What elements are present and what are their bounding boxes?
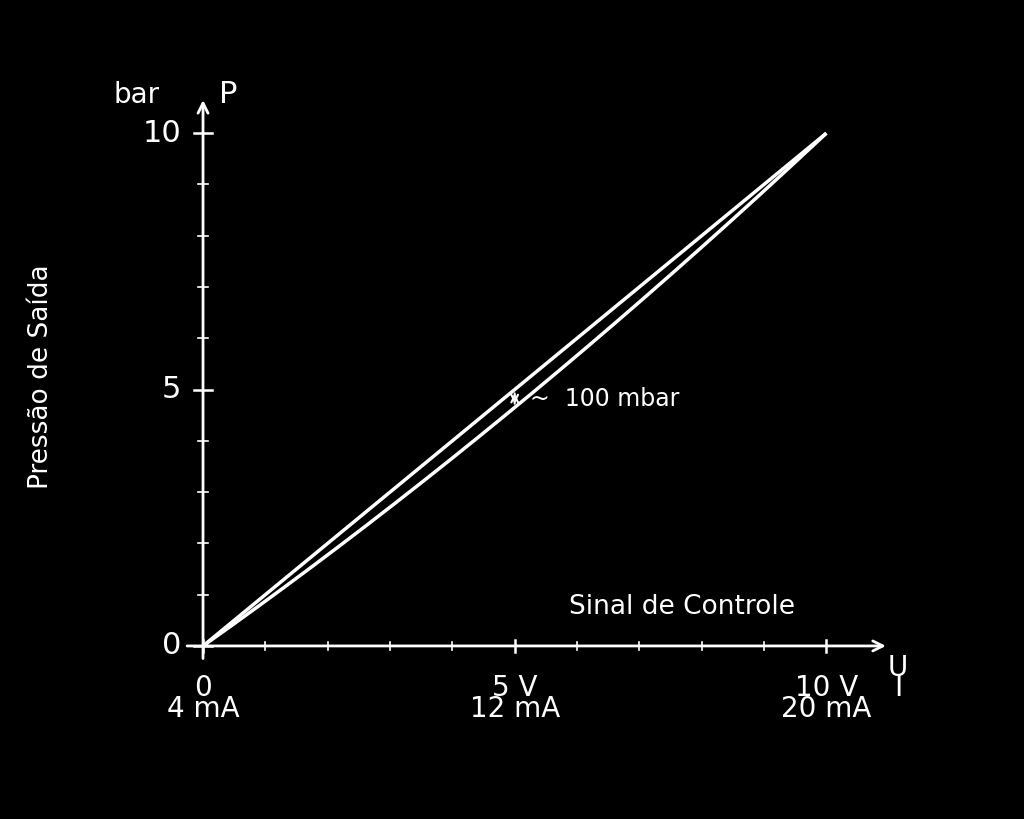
Text: U: U bbox=[888, 654, 908, 681]
Text: P: P bbox=[218, 80, 237, 109]
Text: ~  100 mbar: ~ 100 mbar bbox=[530, 387, 680, 410]
Text: Sinal de Controle: Sinal de Controle bbox=[569, 595, 796, 620]
Text: 12 mA: 12 mA bbox=[470, 695, 560, 722]
Text: 0: 0 bbox=[162, 631, 181, 660]
Text: 10: 10 bbox=[142, 119, 181, 147]
Text: bar: bar bbox=[114, 81, 160, 109]
Text: 5: 5 bbox=[162, 375, 181, 404]
Text: 4 mA: 4 mA bbox=[167, 695, 240, 722]
Text: 10 V: 10 V bbox=[795, 674, 858, 702]
Text: 20 mA: 20 mA bbox=[781, 695, 871, 722]
Text: I: I bbox=[894, 674, 902, 702]
Text: 5 V: 5 V bbox=[492, 674, 538, 702]
Text: Pressão de Saída: Pressão de Saída bbox=[28, 265, 54, 489]
Text: 0: 0 bbox=[195, 674, 212, 702]
